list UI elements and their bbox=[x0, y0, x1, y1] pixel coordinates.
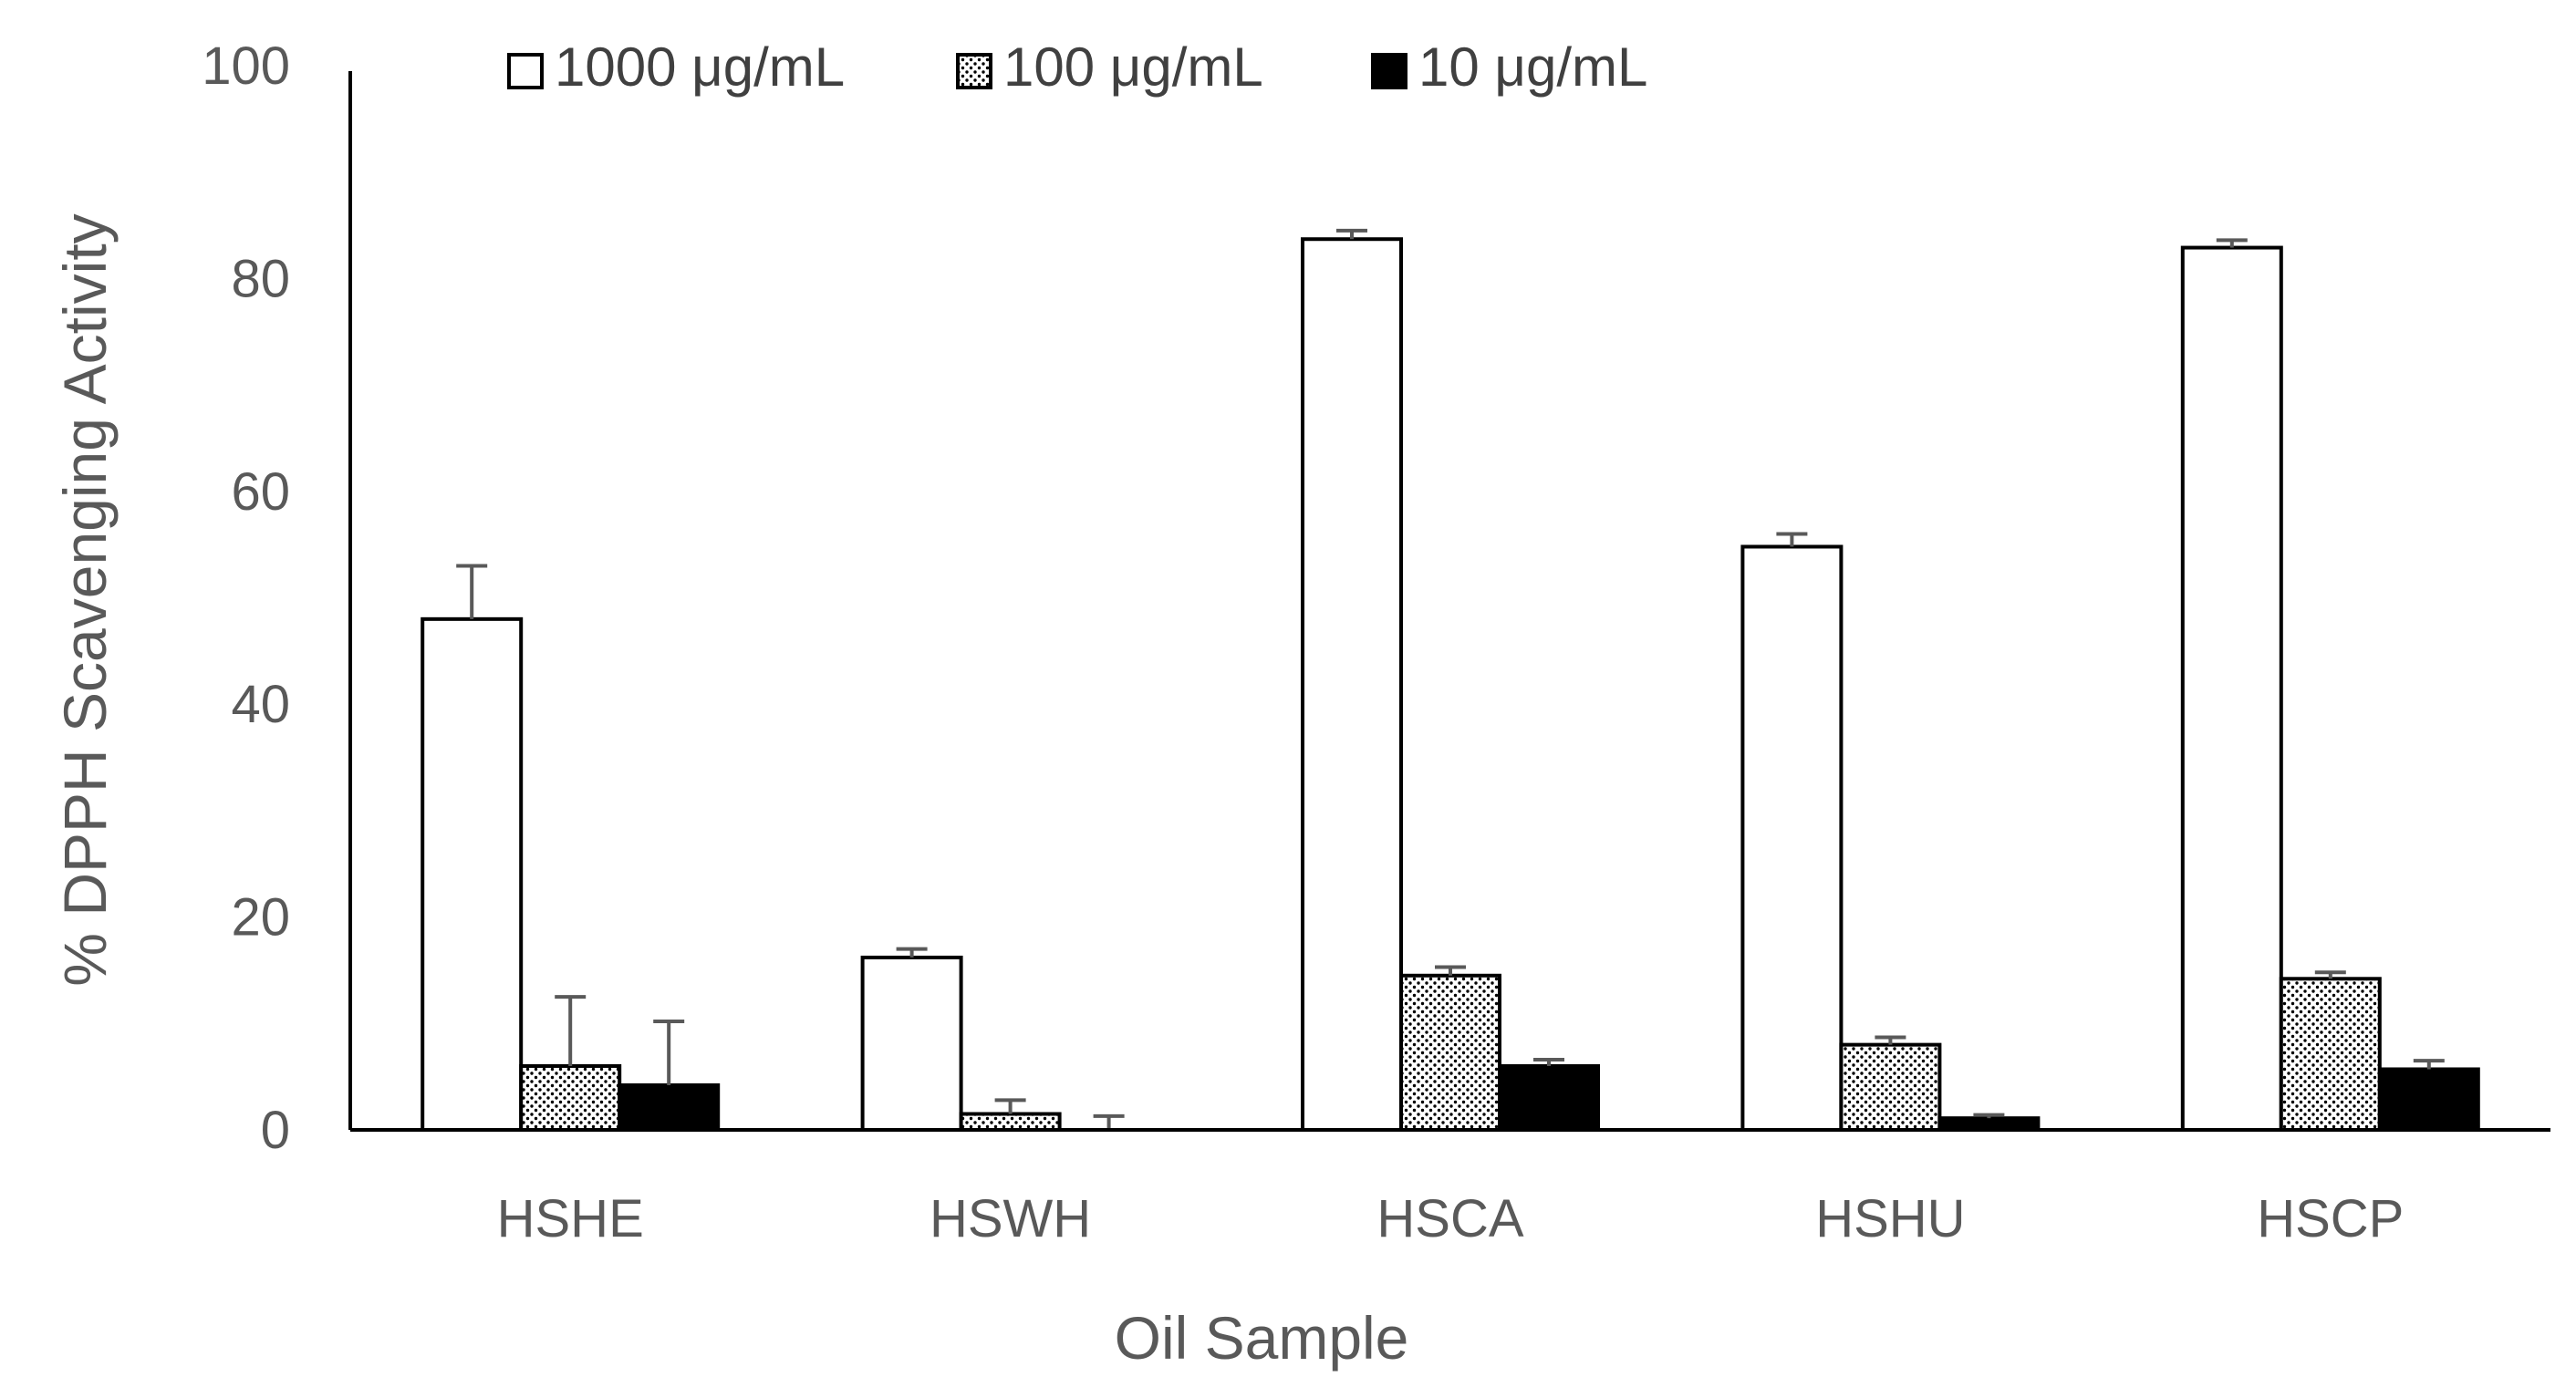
bar-hsca-series-3 bbox=[1498, 1063, 1600, 1132]
x-category-label: HSWH bbox=[930, 1189, 1091, 1248]
y-tick-label: 100 bbox=[202, 36, 290, 96]
bar-hshe-series-2 bbox=[519, 1063, 622, 1132]
bar-hsca-series-2 bbox=[1399, 973, 1501, 1133]
bar-hscp-series-2 bbox=[2279, 977, 2382, 1133]
bar-hshu-series-2 bbox=[1839, 1042, 1942, 1133]
x-axis-title: Oil Sample bbox=[1115, 1304, 1409, 1372]
y-axis-title: % DPPH Scavenging Activity bbox=[51, 213, 119, 986]
bar-marks bbox=[421, 237, 2480, 1133]
x-category-label: HSCA bbox=[1376, 1189, 1523, 1248]
y-axis-tick-labels: 0 20 40 60 80 100 bbox=[202, 36, 290, 1160]
bar-hswh-series-1 bbox=[860, 955, 963, 1133]
bar-hshe-series-3 bbox=[618, 1082, 721, 1132]
bar-hshe-series-1 bbox=[421, 616, 524, 1132]
y-tick-label: 20 bbox=[231, 888, 290, 948]
legend-swatch-series-1 bbox=[507, 53, 544, 89]
bar-hsca-series-1 bbox=[1301, 237, 1403, 1132]
legend-swatch-series-3 bbox=[1371, 53, 1407, 89]
legend-label-series-1: 1000 μg/mL bbox=[555, 36, 845, 98]
x-category-label: HSHE bbox=[497, 1189, 644, 1248]
legend-label-series-3: 10 μg/mL bbox=[1418, 36, 1647, 98]
y-tick-label: 80 bbox=[231, 249, 290, 308]
y-tick-label: 40 bbox=[231, 675, 290, 734]
bar-hshu-series-1 bbox=[1740, 544, 1844, 1132]
legend: 1000 μg/mL 100 μg/mL 10 μg/mL bbox=[507, 36, 1647, 98]
bar-hscp-series-3 bbox=[2377, 1067, 2480, 1132]
x-axis-category-labels: HSHE HSWH HSCA HSHU HSCP bbox=[497, 1189, 2405, 1248]
x-category-label: HSHU bbox=[1815, 1189, 1965, 1248]
y-tick-label: 0 bbox=[261, 1101, 290, 1160]
error-bars bbox=[456, 228, 2445, 1130]
legend-label-series-2: 100 μg/mL bbox=[1003, 36, 1263, 98]
x-category-label: HSCP bbox=[2257, 1189, 2404, 1248]
bar-hswh-series-2 bbox=[959, 1112, 1062, 1132]
y-tick-label: 60 bbox=[231, 462, 290, 522]
bar-hscp-series-1 bbox=[2180, 245, 2283, 1132]
legend-swatch-series-2 bbox=[956, 53, 992, 89]
